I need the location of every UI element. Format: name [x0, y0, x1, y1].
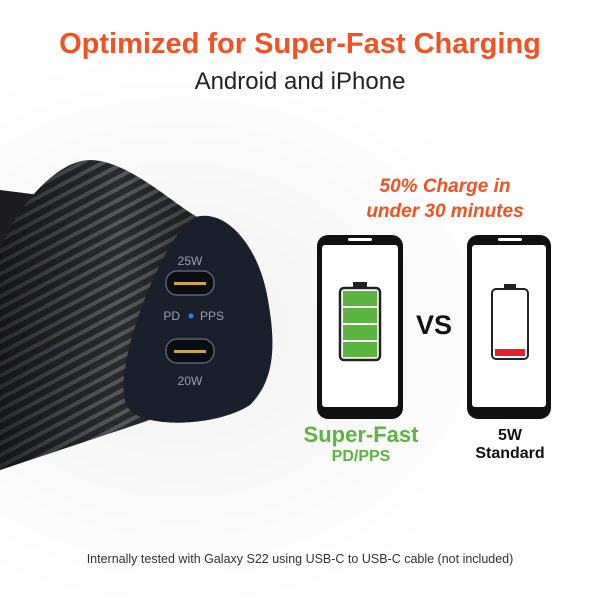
battery-full-icon [338, 282, 382, 362]
port-top-label: 25W [178, 254, 203, 268]
claim-line-1: 50% Charge in [379, 176, 511, 197]
fast-label: Super-Fast PD/PPS [286, 424, 436, 468]
footnote: Internally tested with Galaxy S22 using … [86, 552, 514, 566]
fast-label-main: Super-Fast [303, 422, 419, 447]
claim-line-2: under 30 minutes [366, 201, 524, 222]
mode-pps-label: PPS [200, 309, 224, 323]
page-subtitle: Android and iPhone [194, 68, 406, 95]
page-title: Optimized for Super-Fast Charging [59, 28, 541, 60]
port-bottom-label: 20W [178, 374, 203, 388]
vs-label: VS [416, 310, 453, 340]
phone-standard [467, 235, 551, 419]
standard-label-main: 5W [498, 427, 522, 444]
standard-label-sub: Standard [475, 445, 545, 462]
standard-label: 5W Standard [460, 427, 560, 463]
battery-low-icon [491, 284, 529, 360]
led-indicator [188, 313, 194, 319]
charge-claim: 50% Charge in under 30 minutes [330, 174, 560, 224]
phone-fast [317, 235, 403, 419]
fast-label-sub: PD/PPS [331, 448, 391, 465]
mode-pd-label: PD [163, 309, 180, 323]
car-charger-image: 25W PD PPS 20W [0, 160, 273, 470]
